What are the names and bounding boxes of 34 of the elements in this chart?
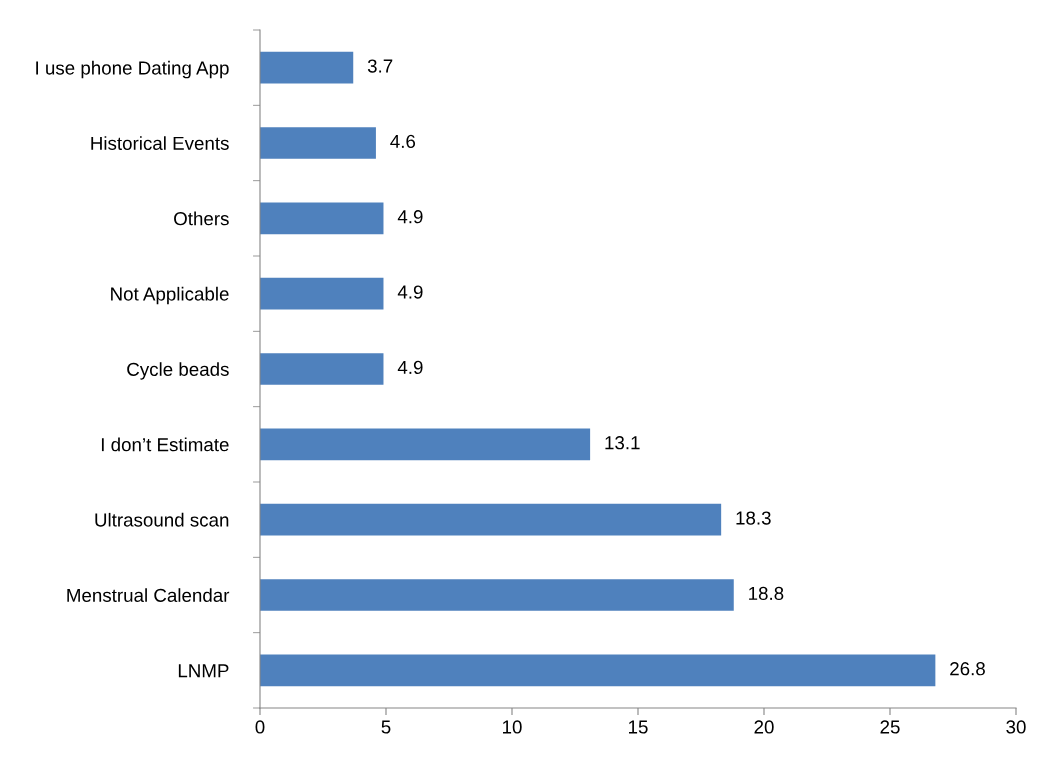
x-tick-label: 10 (503, 720, 522, 734)
bar (260, 579, 734, 611)
y-tick-label: Cycle beads (127, 362, 229, 380)
y-tick-label: Menstrual Calendar (67, 588, 230, 602)
x-tick-label: 30 (1006, 720, 1026, 734)
bar (260, 277, 384, 310)
data-label: 26.8 (950, 662, 985, 676)
y-tick-label: Historical Events (91, 136, 229, 150)
data-label: 3.7 (367, 59, 393, 73)
y-tick-label: Ultrasound scan (95, 512, 229, 527)
bar (260, 428, 591, 461)
x-tick-label: 20 (754, 720, 774, 734)
data-label: 4.9 (397, 210, 423, 224)
data-label: 18.8 (749, 586, 784, 601)
y-tick-label: I use phone Dating App (36, 60, 229, 79)
y-tick-label: I don’t Estimate (101, 437, 229, 452)
bar (260, 127, 376, 159)
data-label: 18.3 (736, 511, 771, 525)
bar (260, 654, 936, 687)
data-label: 4.6 (390, 134, 416, 149)
y-tick-label: Not Applicable (111, 286, 229, 305)
bar (260, 51, 354, 84)
bar (260, 503, 722, 536)
x-tick-label: 0 (255, 720, 265, 734)
data-label: 4.9 (397, 285, 423, 299)
data-label: 4.9 (397, 360, 423, 375)
bar (260, 202, 384, 235)
data-label: 13.1 (605, 436, 640, 450)
x-tick-label: 5 (381, 720, 391, 734)
y-tick-label: LNMP (178, 664, 229, 678)
x-tick-label: 15 (629, 720, 648, 734)
x-tick-label: 25 (880, 720, 900, 734)
y-tick-label: Others (174, 211, 229, 226)
bar (260, 353, 384, 385)
